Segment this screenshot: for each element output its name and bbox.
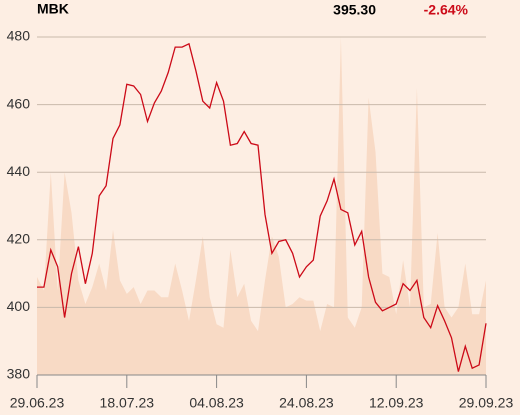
y-tick-label: 420 (7, 231, 31, 247)
price: 395.30 (333, 2, 376, 18)
x-tick-label: 04.08.23 (189, 395, 244, 411)
x-tick-label: 24.08.23 (279, 395, 334, 411)
x-tick-label: 29.09.23 (459, 395, 514, 411)
y-tick-label: 460 (7, 95, 31, 111)
change: -2.64% (424, 2, 469, 18)
x-tick-label: 12.09.23 (369, 395, 424, 411)
price-line (37, 42, 487, 372)
x-tick-label: 18.07.23 (100, 395, 155, 411)
y-tick-label: 440 (7, 163, 31, 179)
y-tick-label: 380 (7, 366, 31, 382)
volume-area (37, 37, 486, 375)
x-tick-label: 29.06.23 (10, 395, 65, 411)
ticker: MBK (37, 1, 69, 17)
y-tick-label: 480 (7, 28, 31, 44)
y-tick-label: 400 (7, 298, 31, 314)
